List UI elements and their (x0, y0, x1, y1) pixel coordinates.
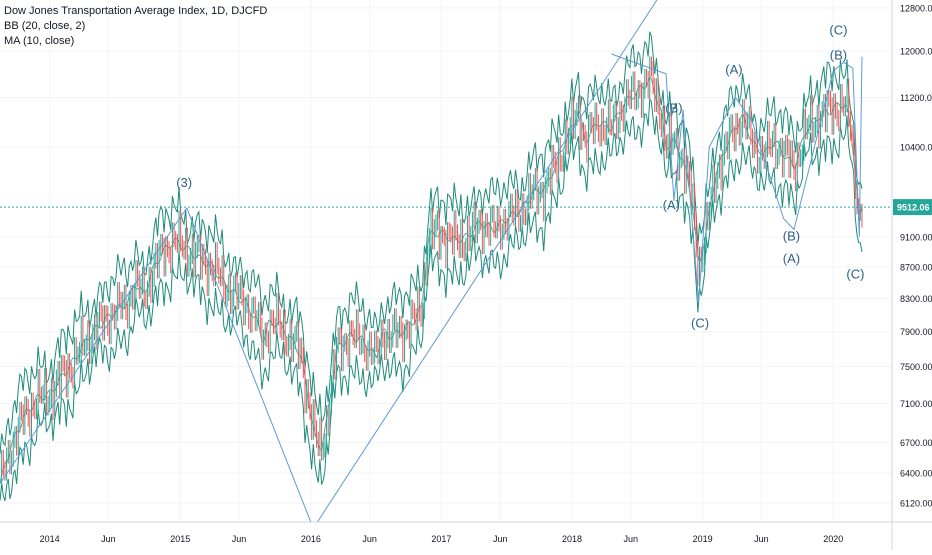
wave-label: (A) (783, 251, 800, 266)
wave-label: (A) (663, 197, 680, 212)
y-tick-label: 11200.00 (900, 93, 932, 103)
x-tick-label: 2015 (170, 534, 190, 544)
price-layer (2, 57, 862, 485)
y-tick-label: 12800.00 (900, 3, 932, 13)
wave-label: (B) (783, 229, 800, 244)
last-price-label: 9512.06 (897, 203, 930, 213)
x-axis: 2014 Jun 2015 Jun 2016 Jun 2017 Jun 2018 Jun 2019 J… (0, 522, 932, 544)
x-tick-label: 2019 (693, 534, 713, 544)
x-tick-label: Jun (362, 534, 377, 544)
legend-ma-indicator[interactable]: MA (10, close) (4, 34, 267, 49)
y-tick-label: 12000.00 (900, 47, 932, 57)
wave-label: (B) (665, 101, 682, 116)
wave-lines-layer (0, 0, 862, 522)
x-tick-label: Jun (754, 534, 769, 544)
wave-label: (3) (176, 175, 192, 190)
wave-4-to-5-line (317, 0, 657, 522)
y-tick-label: 9100.00 (900, 232, 932, 242)
x-tick-label: Jun (101, 534, 116, 544)
y-tick-label: 6700.00 (900, 438, 932, 448)
x-tick-label: 2020 (823, 534, 843, 544)
legend: Dow Jones Transportation Average Index, … (4, 4, 267, 49)
wave-label: (C) (691, 315, 709, 330)
x-tick-label: Jun (493, 534, 508, 544)
x-tick-label: Jun (624, 534, 639, 544)
y-tick-label: 6120.00 (900, 499, 932, 509)
wave-label: (B) (830, 48, 847, 63)
x-tick-label: Jun (232, 534, 247, 544)
wave-a-b-c-2018-line (611, 54, 862, 303)
wave-3-to-4-line (187, 208, 311, 522)
x-tick-label: 2014 (40, 534, 60, 544)
wave-label: (C) (846, 267, 864, 282)
x-tick-label: 2016 (301, 534, 321, 544)
y-tick-label: 8300.00 (900, 294, 932, 304)
legend-title[interactable]: Dow Jones Transportation Average Index, … (4, 4, 267, 19)
legend-bb-indicator[interactable]: BB (20, close, 2) (4, 19, 267, 34)
wave-label: (A) (725, 62, 742, 77)
y-tick-label: 7500.00 (900, 362, 932, 372)
x-tick-label: 2017 (431, 534, 451, 544)
y-tick-label: 10400.00 (900, 143, 932, 153)
x-tick-label: 2018 (562, 534, 582, 544)
y-tick-label: 7100.00 (900, 399, 932, 409)
y-tick-label: 8700.00 (900, 262, 932, 272)
y-tick-label: 6400.00 (900, 469, 932, 479)
y-tick-label: 7900.00 (900, 327, 932, 337)
wave-label: (C) (829, 23, 847, 38)
